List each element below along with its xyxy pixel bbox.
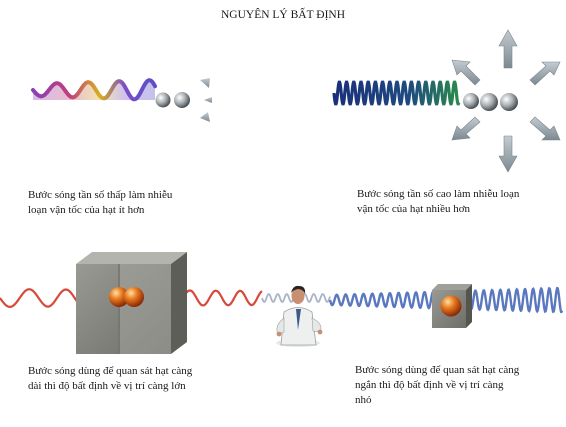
caption-line: Bước sóng dùng để quan sát hạt càng (28, 365, 193, 377)
particle-pair-box (109, 287, 144, 307)
particle-icon (440, 295, 462, 317)
caption-line: Bước sóng tần số cao làm nhiễu loạn (357, 188, 520, 200)
particle-trio-right (463, 93, 518, 111)
large-observation-box-icon (76, 252, 187, 354)
caption-line: dài thì độ bất định về vị trí càng lớn (28, 380, 186, 392)
scatter-arrow-icon (451, 116, 481, 141)
particle-pair-left (155, 92, 190, 108)
scatter-arrow-icon (451, 59, 481, 86)
caption-line: vận tốc của hạt nhiều hơn (357, 203, 471, 215)
caption-line: nhỏ (355, 394, 372, 406)
low-frequency-wave-body (33, 80, 155, 100)
scatter-arrow-icon (498, 135, 518, 173)
small-scatter-arrows (200, 78, 212, 122)
small-observation-box-icon (432, 284, 472, 328)
large-scatter-arrows (451, 29, 561, 173)
particle-icon (124, 287, 144, 307)
caption-top-left: Bước sóng tần số thấp làm nhiễu loạn vận… (28, 189, 173, 216)
scatter-arrow-icon (204, 97, 212, 103)
caption-line: Bước sóng tần số thấp làm nhiễu (28, 189, 173, 201)
particle-icon (500, 93, 518, 111)
caption-line: ngắn thì độ bất định về vị trí càng (355, 379, 504, 391)
scatter-arrow-icon (200, 78, 210, 88)
scatter-arrow-icon (529, 61, 561, 86)
scatter-arrow-icon (529, 116, 561, 141)
caption-bottom-right: Bước sóng dùng để quan sát hạt càng ngắn… (355, 364, 520, 406)
caption-bottom-left: Bước sóng dùng để quan sát hạt càng dài … (28, 365, 193, 392)
particle-icon (109, 287, 129, 307)
caption-line: Bước sóng dùng để quan sát hạt càng (355, 364, 520, 376)
scatter-arrow-icon (200, 112, 210, 122)
caption-line: loạn vận tốc của hạt ít hơn (28, 204, 145, 216)
high-frequency-wave (332, 80, 461, 106)
particle-icon (480, 93, 498, 111)
particle-icon (463, 93, 479, 109)
observer-figure-icon (276, 285, 323, 347)
scatter-arrow-icon (498, 29, 518, 69)
particle-icon (174, 92, 190, 108)
diagram-title: NGUYÊN LÝ BẤT ĐỊNH (221, 6, 345, 21)
particle-icon (155, 92, 171, 108)
caption-top-right: Bước sóng tần số cao làm nhiễu loạn vận … (357, 188, 520, 215)
